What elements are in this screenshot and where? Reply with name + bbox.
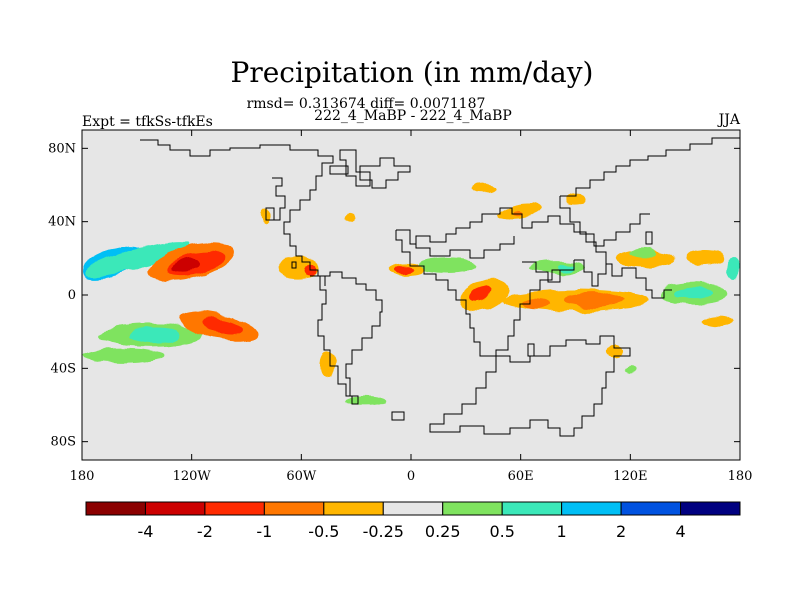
colorbar-swatch-2	[204, 501, 265, 516]
caribbean-coastline	[291, 261, 297, 269]
x-tick-label-6: 180	[728, 469, 753, 484]
india-coastline	[574, 259, 607, 287]
colorbar-label-7: 1	[557, 522, 567, 541]
subtitle-right: JJA	[717, 112, 741, 128]
x-tick-label-0: 180	[70, 469, 95, 484]
south-america-coastline	[310, 271, 383, 405]
japan-coastline	[645, 231, 653, 245]
colorbar-label-4: -0.25	[363, 522, 404, 541]
colorbar-swatch-9	[620, 501, 682, 516]
antarctic-peninsula-coastline	[391, 411, 405, 421]
anomaly-australia-orange	[608, 346, 624, 358]
anomaly-tropical-pacific-cyan	[676, 287, 713, 299]
anomaly-south-atlantic-orange	[321, 351, 337, 378]
anomaly-siberia-orange	[566, 194, 585, 206]
anomaly-dateline-east-cyan	[725, 256, 740, 279]
anomaly-sahel-green	[418, 258, 477, 273]
anomaly-north-atlantic-orange	[345, 214, 357, 222]
alaska-coastline	[272, 177, 286, 221]
y-tick-label-3: 40S	[51, 361, 76, 376]
colorbar-swatch-0	[85, 501, 146, 516]
east-asia-coastline	[559, 196, 650, 247]
colorbar-label-0: -4	[137, 522, 153, 541]
anomaly-india-cyan	[557, 263, 576, 272]
colorbar-label-1: -2	[197, 522, 213, 541]
europe-africa-coastline	[396, 207, 672, 299]
anomaly-north-pacific-dark	[171, 258, 201, 273]
y-tick-label-0: 80N	[48, 141, 76, 156]
colorbar-label-3: -0.5	[308, 522, 339, 541]
stats-line: rmsd= 0.313674 diff= 0.0071187	[247, 96, 486, 112]
chart-title: Precipitation (in mm/day)	[231, 56, 594, 89]
anomaly-east-asia-green	[628, 247, 658, 259]
greenland-coastline	[359, 157, 411, 189]
hudson-bay-coastline	[339, 149, 371, 187]
colorbar-label-9: 4	[675, 522, 685, 541]
anomaly-indian-ocean-red	[564, 293, 624, 308]
arctic-island-coastline	[329, 165, 349, 175]
baja-coastline	[265, 207, 275, 221]
asia-north-coastline	[560, 137, 740, 197]
anomaly-south-pacific-red	[203, 317, 243, 335]
plot-background	[82, 130, 740, 460]
colorbar-swatch-6	[442, 501, 503, 516]
coastlines	[140, 137, 740, 437]
west-africa-coastline	[395, 230, 560, 357]
anomaly-patagonia-green	[343, 395, 388, 407]
mediterranean-coastline	[415, 236, 515, 259]
anomaly-south-pacific-cyan	[129, 328, 181, 343]
colorbar-label-2: -1	[256, 522, 272, 541]
anomaly-southwest-pacific-orange	[701, 315, 735, 327]
australia-coastline	[429, 335, 631, 437]
anomaly-east-africa-red	[468, 285, 493, 302]
colorbar-label-5: 0.25	[425, 522, 461, 541]
subtitle-center: 222_4_MaBP - 222_4_MaBP	[314, 108, 512, 124]
colorbar-swatch-3	[263, 501, 325, 516]
colorbar-swatch-1	[144, 501, 206, 516]
arabia-coastline	[522, 260, 575, 283]
x-tick-label-1: 120W	[173, 469, 212, 484]
anomaly-south-indian-green	[623, 364, 638, 373]
anomaly-west-pacific-orange	[685, 251, 722, 266]
x-tick-label-3: 0	[407, 469, 415, 484]
x-axis: 180 120W 60W 0 60E 120E 180	[70, 130, 753, 484]
anomaly-north-america-orange	[261, 208, 273, 224]
colorbar-swatch-4	[323, 501, 384, 516]
subtitle-left: Expt = tfkSs-tfkEs	[82, 114, 213, 130]
y-tick-label-4: 80S	[51, 435, 76, 450]
colorbar-label-6: 0.5	[489, 522, 514, 541]
anomaly-west-africa-red	[394, 265, 413, 274]
x-tick-label-2: 60W	[286, 469, 317, 484]
anomaly-north-pacific-band	[83, 241, 190, 276]
colorbar-swatch-7	[501, 501, 563, 516]
colorbar-swatch-8	[561, 501, 622, 516]
colorbar-swatch-10	[680, 501, 741, 516]
x-tick-label-4: 60E	[508, 469, 534, 484]
x-tick-label-5: 120E	[613, 469, 647, 484]
anomaly-arctic-orange	[473, 184, 496, 194]
anomaly-southeast-pacific-green	[82, 348, 163, 363]
colorbar: -4 -2 -1 -0.5 -0.25 0.25 0.5 1 2 4	[85, 501, 741, 541]
y-tick-label-1: 40N	[48, 215, 76, 230]
colorbar-label-8: 2	[616, 522, 626, 541]
anomaly-indian-ocean-red-west	[522, 298, 549, 310]
y-axis: 80N 40N 0 40S 80S	[48, 141, 740, 450]
north-america-coastline	[140, 139, 334, 286]
anomaly-layer	[82, 184, 740, 407]
colorbar-swatch-5	[382, 501, 444, 516]
y-tick-label-2: 0	[68, 288, 76, 303]
